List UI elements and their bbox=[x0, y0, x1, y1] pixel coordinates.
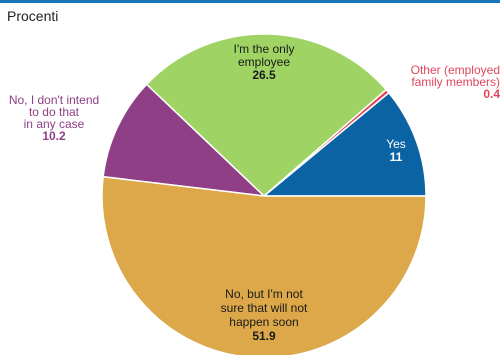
slice-label-line: family members) bbox=[411, 75, 500, 89]
slice-label-line: in any case bbox=[24, 117, 85, 131]
pie-slice bbox=[145, 33, 387, 197]
slice-label-line: No, but I'm not bbox=[225, 287, 303, 301]
header-accent-bar bbox=[0, 0, 500, 3]
slice-label-line: sure that will not bbox=[221, 301, 308, 315]
slice-label-line: I'm the only bbox=[234, 42, 295, 56]
slice-value-label: 11 bbox=[390, 150, 403, 164]
slice-value-label: 10.2 bbox=[42, 129, 66, 143]
slice-value-label: 0.4 bbox=[483, 87, 500, 101]
slice-value-label: 26.5 bbox=[252, 68, 276, 82]
unit-label: Procenti bbox=[7, 8, 59, 24]
slice-label-line: No, I don't intend bbox=[9, 93, 99, 107]
slice-label-line: Other (employed bbox=[411, 63, 500, 77]
slice-label-line: to do that bbox=[29, 105, 80, 119]
pie-slice bbox=[101, 175, 427, 355]
slice-label-line: Yes bbox=[386, 137, 406, 151]
slice-label-line: happen soon bbox=[229, 315, 298, 329]
pie-slice bbox=[102, 83, 265, 197]
pie-slice bbox=[263, 91, 427, 197]
slice-label-line: employee bbox=[238, 55, 290, 69]
slice-value-label: 51.9 bbox=[252, 329, 276, 343]
